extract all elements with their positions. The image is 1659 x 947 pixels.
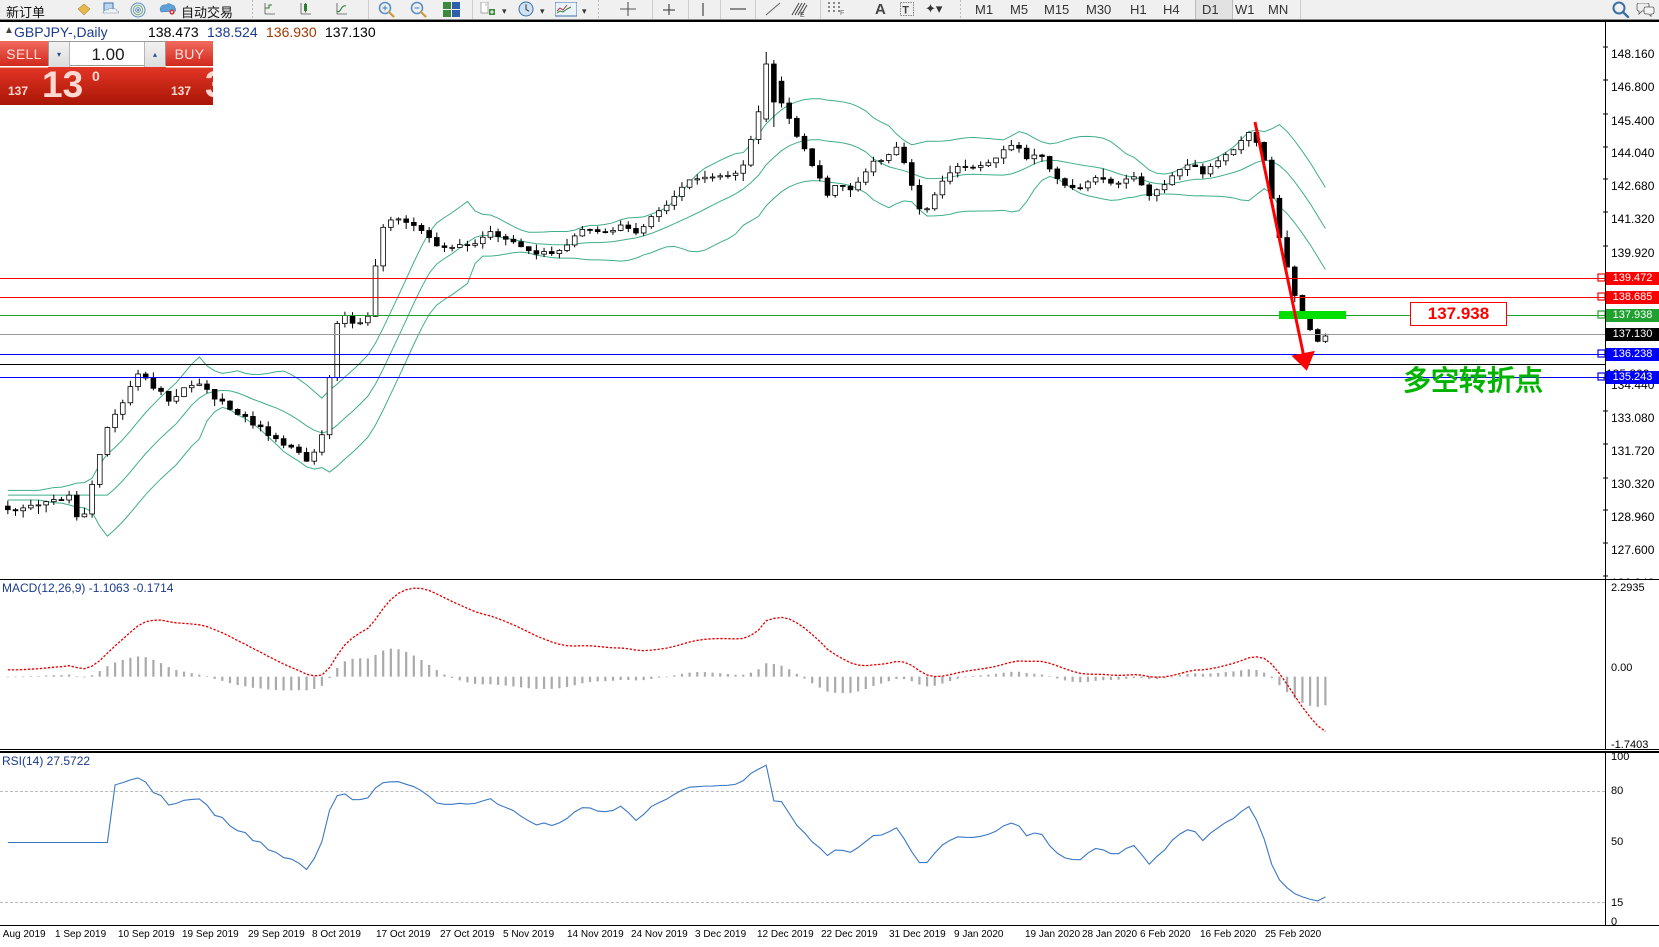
svg-text:E: E (800, 12, 805, 17)
svg-text:T: T (902, 5, 909, 17)
svg-text:F: F (840, 10, 844, 15)
